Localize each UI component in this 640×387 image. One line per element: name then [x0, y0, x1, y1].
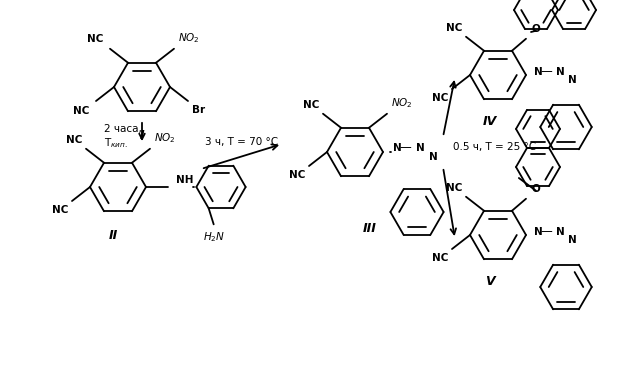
Text: NC: NC [52, 205, 68, 215]
Text: 3 ч, T = 70 °С: 3 ч, T = 70 °С [205, 137, 278, 147]
Text: Т$_{кип.}$: Т$_{кип.}$ [104, 136, 128, 150]
Text: II: II [108, 229, 118, 242]
Text: N: N [534, 67, 543, 77]
Text: $NO_2$: $NO_2$ [391, 96, 413, 110]
Text: 2 часа,: 2 часа, [104, 124, 142, 134]
Text: NC: NC [66, 135, 82, 145]
Text: N: N [429, 152, 438, 162]
Text: IV: IV [483, 115, 497, 128]
Text: I: I [140, 129, 144, 142]
Text: O: O [532, 24, 541, 34]
Text: $H_2N$: $H_2N$ [203, 230, 225, 244]
Text: NC: NC [72, 106, 89, 116]
Text: 0.5 ч, T = 25 °С: 0.5 ч, T = 25 °С [453, 142, 536, 152]
Text: NC: NC [86, 34, 103, 44]
Text: NC: NC [445, 183, 462, 193]
Text: $NO_2$: $NO_2$ [154, 131, 176, 145]
Text: NC: NC [431, 93, 448, 103]
Text: N: N [393, 143, 402, 153]
Text: N: N [556, 67, 564, 77]
Text: $NO_2$: $NO_2$ [178, 31, 200, 45]
Text: NC: NC [431, 253, 448, 263]
Text: NC: NC [289, 170, 305, 180]
Text: NC: NC [445, 23, 462, 33]
Text: NH: NH [176, 175, 193, 185]
Text: III: III [363, 222, 377, 235]
Text: N: N [568, 75, 577, 85]
Text: N: N [556, 227, 564, 237]
Text: V: V [485, 275, 495, 288]
Text: N: N [534, 227, 543, 237]
Text: —: — [540, 65, 552, 79]
Text: —: — [399, 142, 411, 154]
Text: N: N [568, 235, 577, 245]
Text: NC: NC [303, 100, 319, 110]
Text: N: N [416, 143, 425, 153]
Text: Br: Br [192, 105, 205, 115]
Text: —: — [540, 226, 552, 238]
Text: O: O [532, 184, 541, 194]
